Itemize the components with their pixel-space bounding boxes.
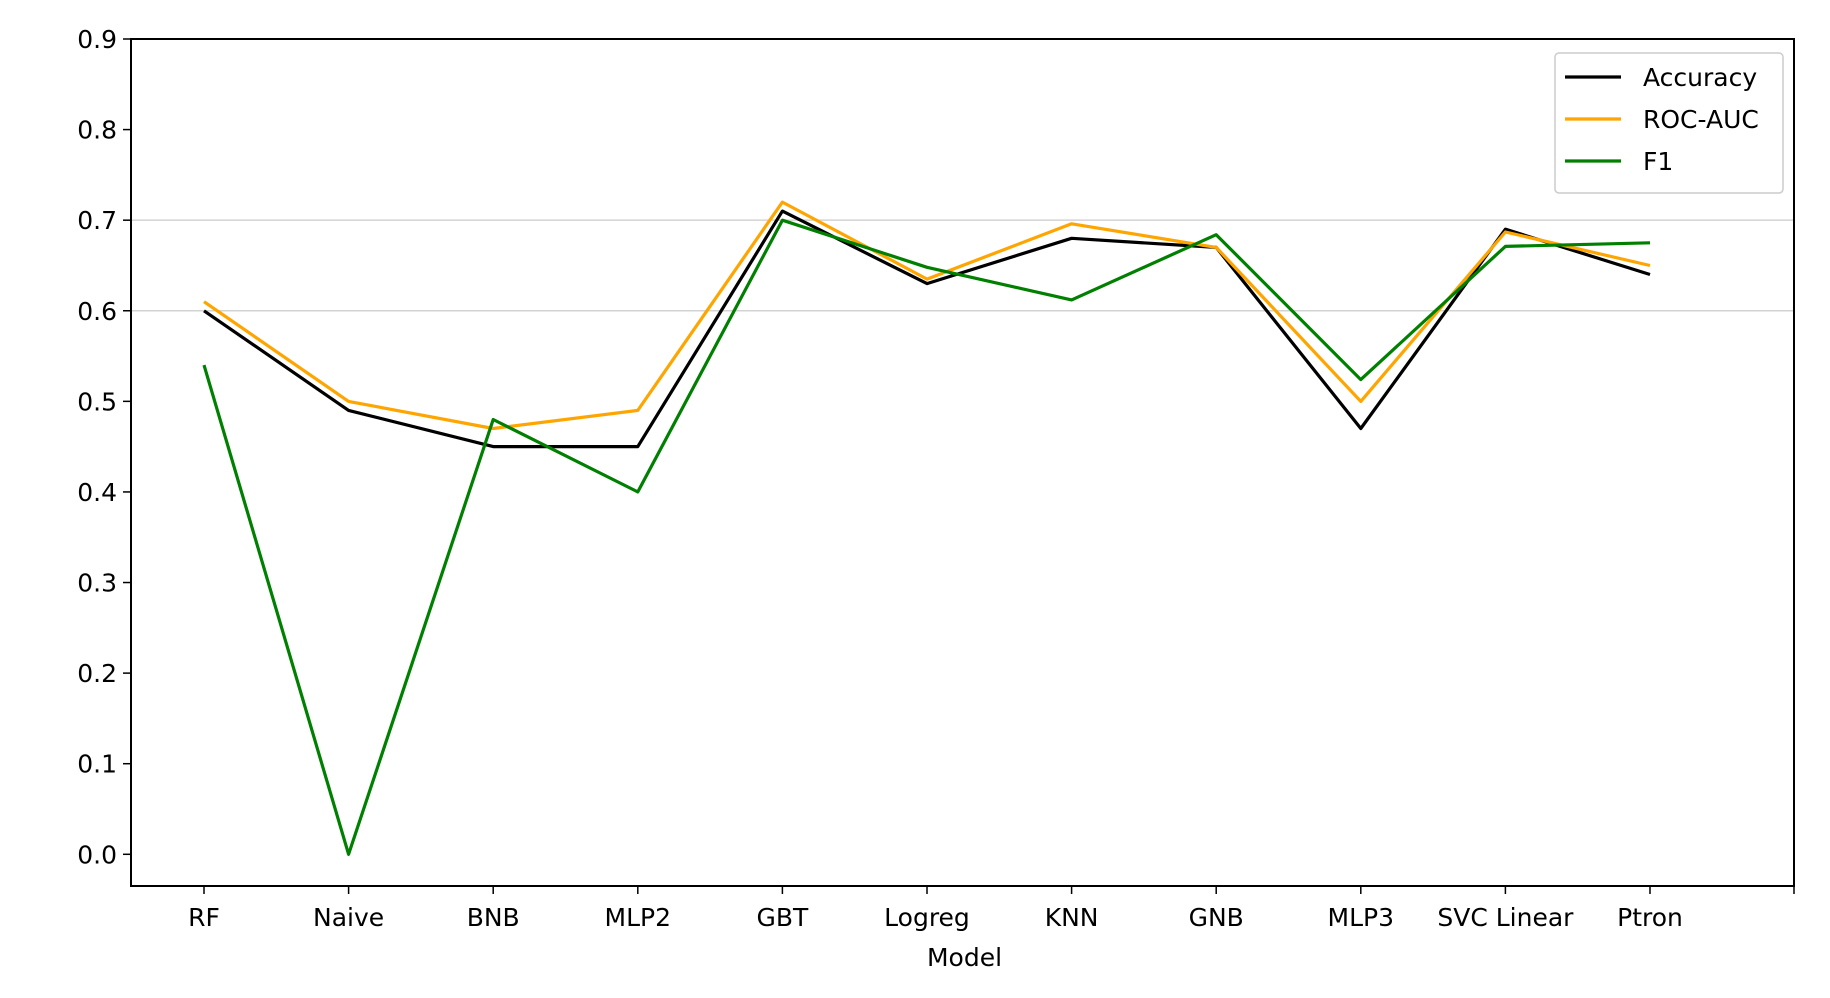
x-tick-label: SVC Linear <box>1437 903 1574 932</box>
y-tick-label: 0.9 <box>77 25 117 54</box>
x-tick-label: Ptron <box>1617 903 1683 932</box>
y-axis: 0.0 0.1 0.2 0.3 0.4 0.5 0.6 0.7 0.8 0.9 <box>77 25 131 869</box>
x-tick-label: KNN <box>1045 903 1099 932</box>
x-tick-label: MLP3 <box>1328 903 1394 932</box>
x-tick-label: GNB <box>1189 903 1244 932</box>
y-tick-label: 0.0 <box>77 840 117 869</box>
series-line-roc-auc <box>203 200 1651 431</box>
x-tick-label: MLP2 <box>605 903 671 932</box>
y-tick-label: 0.6 <box>77 297 117 326</box>
legend-label: Accuracy <box>1643 63 1757 92</box>
x-axis-title: Model <box>927 943 1002 972</box>
y-tick-label: 0.7 <box>77 206 117 235</box>
legend-label: ROC-AUC <box>1643 105 1759 134</box>
plot-frame <box>130 38 1795 887</box>
legend-box <box>1554 52 1784 194</box>
x-tick-label: Logreg <box>884 903 970 932</box>
y-tick-label: 0.1 <box>77 750 117 779</box>
legend: Accuracy ROC-AUC F1 <box>1554 52 1784 194</box>
y-tick-label: 0.3 <box>77 569 117 598</box>
x-tick-label: Naive <box>313 903 384 932</box>
series-line-f1 <box>202 218 1651 856</box>
y-tick-label: 0.8 <box>77 116 117 145</box>
series-lines <box>202 200 1651 856</box>
gridlines <box>131 219 1794 312</box>
y-tick-label: 0.4 <box>77 478 117 507</box>
x-axis: RF Naive BNB MLP2 GBT Logreg KNN GNB MLP3 SVC Lin… <box>188 886 1795 932</box>
x-tick-label: BNB <box>467 903 520 932</box>
series-line-accuracy <box>203 209 1651 449</box>
x-tick-label: GBT <box>757 903 810 932</box>
y-tick-label: 0.5 <box>77 387 117 416</box>
legend-label: F1 <box>1643 147 1673 176</box>
x-tick-label: RF <box>188 903 220 932</box>
y-tick-label: 0.2 <box>77 659 117 688</box>
